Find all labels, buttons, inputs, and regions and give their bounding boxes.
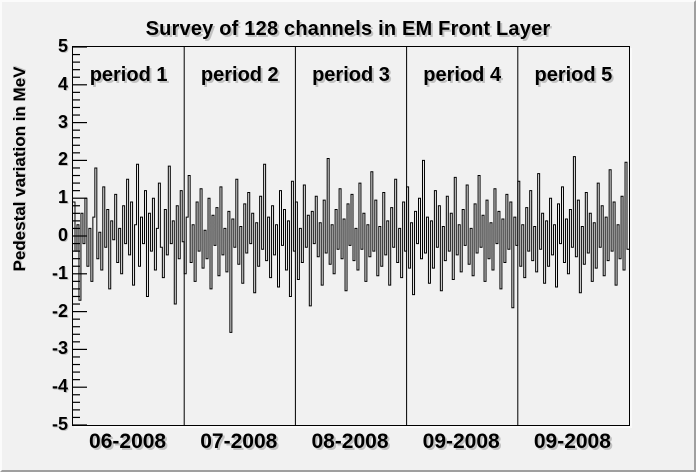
y-tick-label: -3 (51, 338, 68, 359)
pedestal-trace (73, 156, 629, 333)
y-tick-label: 0 (57, 225, 68, 245)
x-axis-label: 06-2008 (89, 430, 167, 453)
period-label: period 4 (423, 64, 502, 86)
y-tick-label: 1 (57, 187, 68, 208)
x-axis-label: 07-2008 (200, 430, 278, 453)
period-label: period 2 (200, 64, 279, 86)
chart-title: Survey of 128 channels in EM Front Layer (145, 18, 551, 40)
y-tick-label: 5 (57, 36, 68, 56)
x-axis-label: 09-2008 (422, 430, 500, 453)
y-tick-label: 3 (57, 111, 68, 132)
y-tick-label: 4 (57, 73, 68, 94)
plot-frame: period 1 period 2 period 3 period 4 period 5 (72, 46, 630, 426)
y-tick-label: -5 (51, 414, 68, 434)
plot-svg (73, 47, 629, 425)
y-tick-label: -1 (51, 262, 68, 283)
period-label: period 1 (89, 64, 168, 86)
y-tick-label: -2 (51, 300, 68, 321)
x-axis-label: 09-2008 (533, 430, 611, 453)
period-label: period 3 (312, 64, 390, 86)
y-tick-label: -4 (51, 376, 68, 397)
x-axis-label: 08-2008 (311, 430, 389, 453)
period-label: period 5 (534, 64, 613, 86)
y-tick-label: 2 (57, 149, 68, 170)
